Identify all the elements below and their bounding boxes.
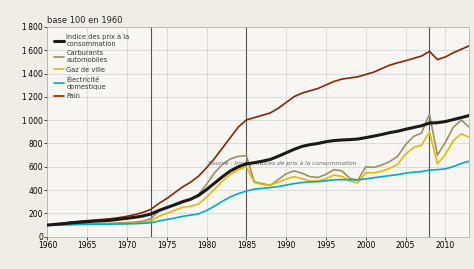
Line: Électricité
domestique: Électricité domestique [47, 161, 469, 225]
Pain [45, 224, 50, 227]
Indice des prix à la
consommation [116, 218, 122, 221]
Carburants
automobiles [204, 183, 210, 186]
Électricité
domestique [299, 181, 305, 184]
Pain [466, 44, 472, 47]
Gaz de ville [116, 222, 122, 225]
Pain [275, 107, 281, 110]
Indice des prix à la
consommation [204, 188, 210, 191]
Gaz de ville [427, 130, 432, 133]
Pain [292, 95, 297, 98]
Line: Gaz de ville: Gaz de ville [47, 132, 469, 225]
Text: Source : Insee, indices de prix à la consommation: Source : Insee, indices de prix à la con… [208, 161, 356, 167]
Legend: Indice des prix à la
consommation, Carburants
automobiles, Gaz de ville, Électri: Indice des prix à la consommation, Carbu… [53, 32, 131, 100]
Indice des prix à la
consommation [331, 139, 337, 142]
Carburants
automobiles [275, 178, 281, 181]
Pain [116, 216, 122, 219]
Pain [204, 166, 210, 169]
Carburants
automobiles [116, 221, 122, 225]
Électricité
domestique [292, 182, 297, 185]
Pain [331, 80, 337, 83]
Carburants
automobiles [299, 172, 305, 175]
Indice des prix à la
consommation [275, 155, 281, 158]
Text: base 100 en 1960: base 100 en 1960 [47, 16, 123, 25]
Line: Pain: Pain [47, 46, 469, 225]
Gaz de ville [45, 224, 50, 227]
Électricité
domestique [331, 178, 337, 182]
Carburants
automobiles [466, 126, 472, 129]
Indice des prix à la
consommation [292, 148, 297, 151]
Gaz de ville [299, 177, 305, 180]
Carburants
automobiles [331, 168, 337, 171]
Électricité
domestique [45, 224, 50, 227]
Gaz de ville [275, 181, 281, 184]
Indice des prix à la
consommation [299, 145, 305, 148]
Gaz de ville [204, 196, 210, 199]
Indice des prix à la
consommation [45, 224, 50, 227]
Gaz de ville [466, 136, 472, 139]
Gaz de ville [331, 174, 337, 177]
Gaz de ville [292, 175, 297, 178]
Électricité
domestique [466, 160, 472, 163]
Électricité
domestique [204, 209, 210, 212]
Carburants
automobiles [45, 224, 50, 227]
Indice des prix à la
consommation [466, 114, 472, 117]
Électricité
domestique [116, 222, 122, 226]
Line: Carburants
automobiles: Carburants automobiles [47, 114, 469, 225]
Line: Indice des prix à la
consommation: Indice des prix à la consommation [47, 115, 469, 225]
Carburants
automobiles [292, 169, 297, 172]
Carburants
automobiles [427, 113, 432, 116]
Pain [299, 91, 305, 95]
Électricité
domestique [275, 185, 281, 188]
